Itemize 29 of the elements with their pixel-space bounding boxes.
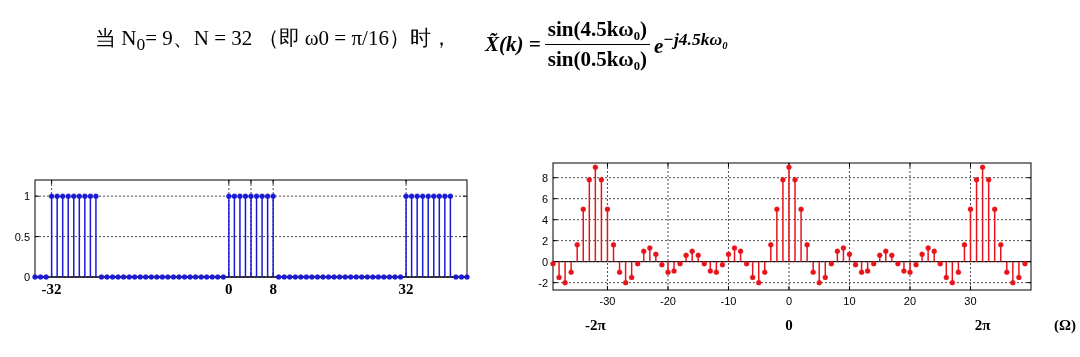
y-tick-label: 6 [541,192,548,205]
text: X̃(k) = [485,31,541,57]
x-tick-label: -20 [660,295,676,307]
x2-tick-label: 0 [785,317,793,333]
y-tick-label: 2 [541,234,548,247]
x-tick-label: 8 [269,281,277,297]
y-tick-label: 0 [541,255,548,268]
x-tick-label: 32 [398,281,414,297]
text: sin(4.5kω₀) [544,16,650,45]
x-tick-label: -30 [599,295,616,307]
y-tick-label: 4 [541,213,548,226]
x2-tick-label: -2π [585,317,607,333]
x-axis-title: (Ω) [1053,317,1076,334]
y-tick-label: 1 [23,190,30,203]
x-tick-label: 0 [785,295,793,307]
x-tick-label: -32 [41,281,62,297]
y-tick-label: -2 [538,276,548,289]
x-tick-label: 30 [964,295,977,307]
chart-title: 当 N$_{0}$= 9、N = 32 （即 ω0 = π/16）时， [95,25,452,56]
text: sin(0.5kω₀) [546,45,648,72]
x-tick-label: 10 [843,295,856,307]
x2-tick-label: 2π [974,317,992,333]
y-tick-label: 0.5 [14,230,30,243]
y-tick-label: 8 [541,171,548,184]
x-tick-label: 20 [903,295,917,307]
y-tick-label: 0 [23,271,30,283]
x-tick-label: 0 [225,281,233,297]
text: e$^{−j4.5kω₀}$ [653,29,729,59]
x-tick-label: -10 [720,295,737,307]
